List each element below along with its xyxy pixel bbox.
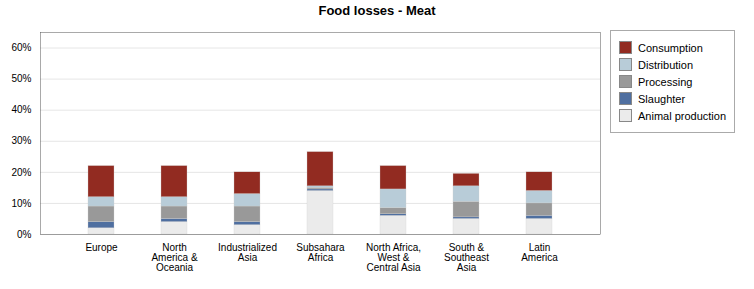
svg-text:30%: 30% bbox=[11, 135, 31, 146]
svg-text:SubsaharaAfrica: SubsaharaAfrica bbox=[296, 242, 345, 263]
svg-text:60%: 60% bbox=[11, 42, 31, 53]
html-text:Food losses - Meat: Food losses - Meat bbox=[318, 3, 436, 18]
svg-text:20%: 20% bbox=[11, 167, 31, 178]
html-text:Processing: Processing bbox=[638, 75, 693, 88]
svg-text:Europe: Europe bbox=[85, 242, 118, 253]
svg-text:50%: 50% bbox=[11, 73, 31, 84]
svg-text:IndustrializedAsia: IndustrializedAsia bbox=[218, 242, 277, 263]
svg-text:10%: 10% bbox=[11, 198, 31, 209]
svg-text:LatinAmerica: LatinAmerica bbox=[521, 242, 558, 263]
html-text:Animal production: Animal production bbox=[638, 109, 727, 122]
html-text:Slaughter: Slaughter bbox=[638, 92, 686, 105]
html-text:Distribution: Distribution bbox=[638, 58, 693, 71]
html-text:Consumption: Consumption bbox=[638, 41, 703, 54]
svg-text:South &SoutheastAsia: South &SoutheastAsia bbox=[444, 242, 489, 273]
svg-text:NorthAmerica &Oceania: NorthAmerica &Oceania bbox=[151, 242, 197, 273]
svg-text:40%: 40% bbox=[11, 104, 31, 115]
svg-text:North Africa,West &Central Asi: North Africa,West &Central Asia bbox=[366, 242, 421, 273]
svg-text:0%: 0% bbox=[17, 229, 32, 240]
